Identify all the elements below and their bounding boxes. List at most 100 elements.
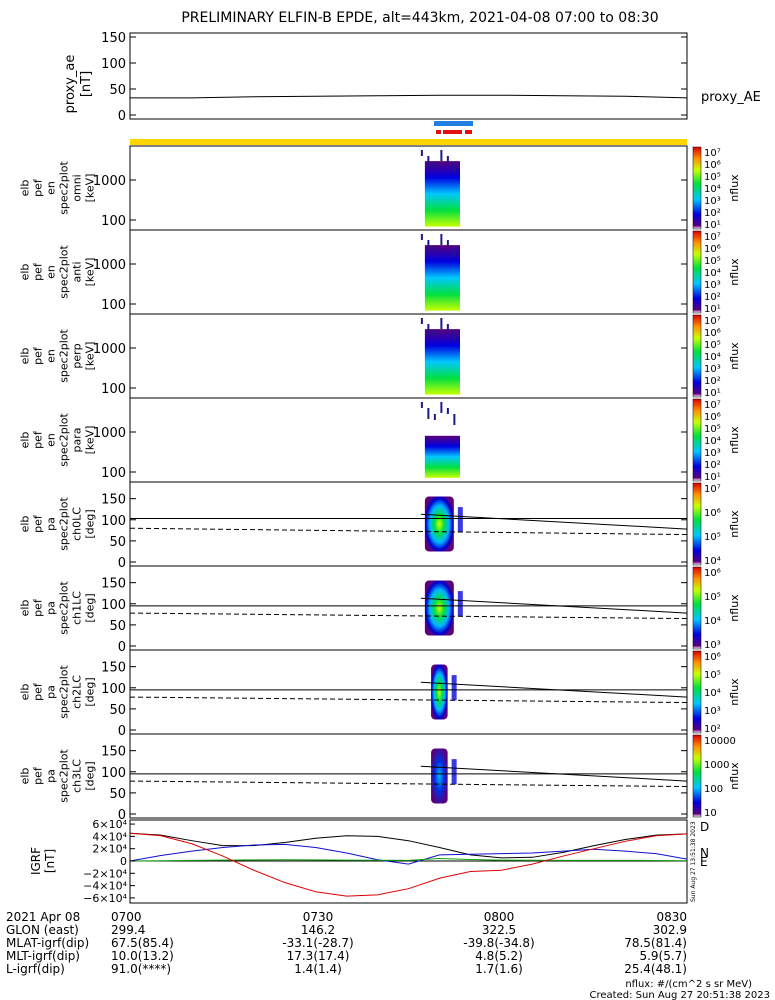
energy-panel-4-colorbar-tick: 10³ <box>704 448 721 459</box>
igrf-series-line-e <box>129 858 688 862</box>
energy-panel-3-ylabel-2: pef <box>32 346 45 365</box>
energy-ytick-label: 100 <box>101 298 126 313</box>
energy-panel-3-colorbar-tick: 10¹ <box>704 388 721 399</box>
energy-panel-frame <box>129 145 688 231</box>
pa-ytick-label: 50 <box>109 535 126 550</box>
footer-row-value: 299.4 <box>111 923 145 937</box>
pa-panel-3-colorbar-label: nflux <box>728 678 741 706</box>
pa-panel-1-ylabel-3: pa <box>45 517 58 531</box>
proxy-ae-ylabel-1: proxy_ae <box>63 55 78 114</box>
energy-panel-2-ylabel-3: en <box>45 265 58 279</box>
igrf-legend-d: D <box>700 820 709 834</box>
energy-panel-3-ylabel-3: en <box>45 349 58 363</box>
pa-panel-3: 150 100 50 0 elb pef pa spec2plot ch2LC [deg] 10⁶ 1… <box>19 649 741 739</box>
energy-sparse-pixel <box>446 408 449 414</box>
footer-row-value: 0730 <box>303 910 334 924</box>
energy-sparse-pixel <box>440 234 443 245</box>
energy-panel-1-colorbar-tick: 10⁴ <box>704 184 721 195</box>
pa-panel-4-colorbar-tick: 10000 <box>704 736 736 747</box>
energy-panel-3-colorbar <box>692 314 702 398</box>
igrf-ylabel-1: IGRF <box>29 847 43 875</box>
chart-title: PRELIMINARY ELFIN-B EPDE, alt=443km, 202… <box>181 10 658 26</box>
energy-sparse-pixel <box>453 330 456 341</box>
footer-row-label: L-igrf(dip) <box>6 962 65 976</box>
energy-panel-1-colorbar-label: nflux <box>728 174 741 202</box>
pa-panel-1-ylabel-4: spec2plot <box>58 497 71 551</box>
footer-row-value: 302.9 <box>653 923 687 937</box>
energy-panel-2-colorbar-tick: 10¹ <box>704 304 721 315</box>
energy-panel-2-colorbar-tick: 10⁵ <box>704 256 721 267</box>
energy-panel-frame <box>129 229 688 315</box>
energy-panel-3-colorbar-tick: 10² <box>704 376 721 387</box>
energy-sparse-pixel <box>420 150 423 156</box>
pa-panel-3-colorbar-tick: 10⁶ <box>704 652 721 663</box>
energy-panel-1-colorbar-tick: 10⁵ <box>704 172 721 183</box>
energy-sparse-pixel <box>440 402 443 413</box>
proxy-ae-series-line <box>130 94 688 99</box>
pa-spectrum-strip <box>457 591 463 617</box>
red-bar-2 <box>443 130 462 134</box>
energy-panel-4-ylabel-1: elb <box>19 432 32 449</box>
footer-row-value: 17.3(17.4) <box>287 949 350 963</box>
energy-panel-4-colorbar-tick: 10¹ <box>704 472 721 483</box>
energy-sparse-pixel <box>433 414 436 420</box>
pa-ytick-label: 150 <box>101 577 126 592</box>
pa-panel-4: 150 100 50 0 elb pef pa spec2plot ch3LC [deg] 1000… <box>19 733 741 823</box>
energy-sparse-pixel <box>427 324 430 335</box>
pa-panel-1: 150 100 50 0 elb pef pa spec2plot ch0LC [deg] 10⁷ 1… <box>19 481 741 571</box>
igrf-legend-n: N <box>700 846 709 860</box>
pa-panel-3-ylabel-1: elb <box>19 684 32 701</box>
pa-panel-4-colorbar-label: nflux <box>728 762 741 790</box>
pa-spectrum-strip <box>451 759 457 785</box>
igrf-ytick-label: 0 <box>120 855 127 868</box>
pa-panel-1-colorbar-label: nflux <box>728 510 741 538</box>
energy-sparse-pixel <box>453 246 456 257</box>
energy-panel-1-colorbar-tick: 10² <box>704 208 721 219</box>
energy-sparse-pixel <box>427 240 430 251</box>
pa-panel-2: 150 100 50 0 elb pef pa spec2plot ch1LC [deg] 10⁶ 1… <box>19 565 741 655</box>
pa-panel-2-ylabel-5: ch1LC <box>71 591 84 625</box>
pa-ytick-label: 100 <box>101 598 126 613</box>
pa-panel-4-ylabel-5: ch3LC <box>71 759 84 793</box>
pa-panel-4-colorbar <box>692 734 702 818</box>
proxy-ae-ytick-label: 50 <box>109 83 126 98</box>
energy-ytick-label: 100 <box>101 382 126 397</box>
pa-ytick-label: 50 <box>109 619 126 634</box>
energy-panel-4-colorbar-tick: 10² <box>704 460 721 471</box>
energy-panel-3-ylabel-4: spec2plot <box>58 329 71 383</box>
pa-panel-2-colorbar-label: nflux <box>728 594 741 622</box>
pa-loss-cone-line <box>129 696 688 704</box>
igrf-ytick-label: −6×10⁴ <box>83 892 127 905</box>
igrf-ytick-label: −4×10⁴ <box>83 880 127 893</box>
footer-row-value: 91.0(****) <box>111 962 171 976</box>
igrf-series-line-n <box>129 843 688 865</box>
pa-panel-4-colorbar-tick: 1000 <box>704 760 729 771</box>
energy-panel-3-colorbar-tick: 10⁴ <box>704 352 721 363</box>
igrf-series-line-r <box>129 832 688 897</box>
pa-spectrum-block <box>424 580 454 636</box>
energy-panel-4-ylabel-2: pef <box>32 430 45 449</box>
pa-panel-1-colorbar-tick: 10⁵ <box>704 532 721 543</box>
energy-panel-1-colorbar-tick: 10¹ <box>704 220 721 231</box>
energy-sparse-pixel <box>420 318 423 324</box>
proxy-ae-ytick-label: 150 <box>101 31 126 46</box>
igrf-series-line-d <box>129 832 688 859</box>
energy-panel-2-colorbar <box>692 230 702 314</box>
pa-panel-4-ylabel-4: spec2plot <box>58 749 71 803</box>
pa-panel-3-ylabel-3: pa <box>45 685 58 699</box>
proxy-ae-ytick-label: 100 <box>101 57 126 72</box>
pa-ytick-label: 100 <box>101 682 126 697</box>
energy-sparse-pixel <box>446 156 449 162</box>
pa-panel-3-colorbar <box>692 650 702 734</box>
pa-ytick-label: 0 <box>118 640 126 655</box>
proxy-ae-panel: 150 100 50 0 proxy_ae [nT] proxy_AE <box>63 31 761 124</box>
footer-row-value: 0830 <box>656 910 687 924</box>
energy-panel-2-ylabel-6: [keV] <box>84 258 97 287</box>
pa-panel-3-ylabel-5: ch2LC <box>71 675 84 709</box>
energy-panel-1-colorbar-tick: 10⁶ <box>704 160 721 171</box>
footer-created: Created: Sun Aug 27 20:51:38 2023 <box>590 990 770 1000</box>
energy-panel-3-colorbar-tick: 10⁷ <box>704 316 721 327</box>
pa-spectrum-block <box>431 664 448 720</box>
energy-sparse-pixel <box>420 234 423 240</box>
